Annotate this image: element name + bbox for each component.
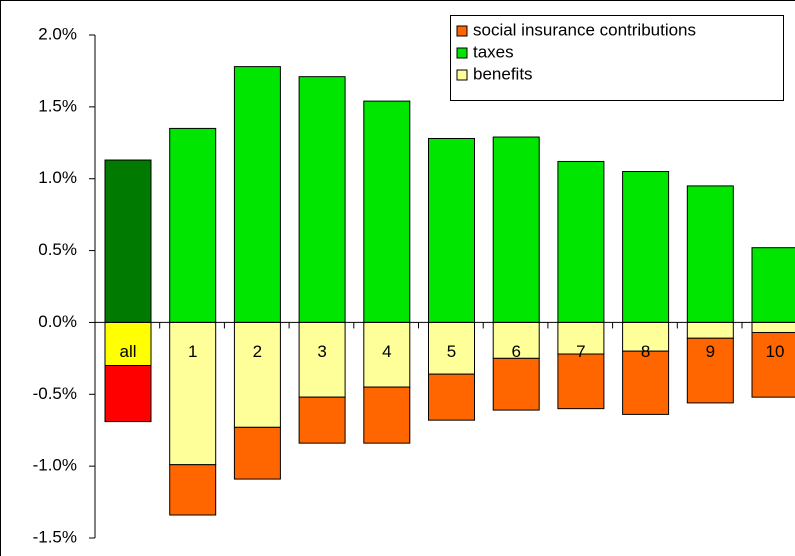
legend-swatch [456,69,468,81]
legend-box [450,15,784,101]
bar-segment [428,373,475,421]
bar-segment [557,353,605,410]
x-tick-label: 7 [576,342,585,361]
x-tick-label: 1 [188,342,197,361]
bar-segment [428,137,475,323]
x-tick-label: all [119,342,136,361]
legend-label: taxes [473,42,514,61]
y-tick-label: 1.0% [38,168,77,187]
bar-segment [169,464,217,516]
bar-segment [751,247,795,323]
legend-label: social insurance contributions [473,20,696,39]
bar-segment [298,396,346,444]
bar-segment [557,321,605,355]
bar-segment [622,321,670,352]
bar-segment [622,350,670,415]
x-tick-label: 4 [382,342,391,361]
bar-segment [363,321,411,388]
legend-swatch [456,25,468,37]
legend-swatch [456,47,468,59]
bar-segment [298,76,346,323]
bar-segment [686,321,734,339]
legend: social insurance contributions taxes benef… [450,15,784,101]
bar-segment [492,136,540,323]
legend-label: benefits [473,64,533,83]
bar-segment [169,127,217,323]
bar-segment [233,66,281,323]
bar-segment [104,365,152,423]
bar-segment [492,321,540,359]
y-tick-label: -0.5% [33,384,77,403]
y-tick-label: -1.0% [33,456,77,475]
y-tick-label: 0.5% [38,240,77,259]
bar-segment [751,331,795,398]
bar-segment [233,426,281,480]
bar-segment [104,321,152,367]
bar-segment [622,171,670,323]
x-tick-label: 10 [766,342,785,361]
x-tick-label: 3 [317,342,326,361]
bar-segment [751,321,795,333]
x-tick-label: 9 [706,342,715,361]
bar-segment [686,185,734,323]
y-tick-label: 0.0% [38,312,77,331]
bar-segment [104,159,152,323]
bar-segment [363,100,411,323]
x-tick-label: 8 [641,342,650,361]
y-tick-label: -1.5% [33,527,77,546]
y-tick-label: 2.0% [38,24,77,43]
bar-segment [557,160,605,323]
bar-segment [363,386,411,444]
x-tick-label: 5 [447,342,456,361]
x-tick-label: 6 [511,342,520,361]
bar-segment [233,321,281,428]
bar-segment [428,321,475,375]
x-tick-label: 2 [253,342,262,361]
y-tick-label: 1.5% [38,96,77,115]
bar-segment [492,357,540,411]
bar-segment [686,337,734,404]
